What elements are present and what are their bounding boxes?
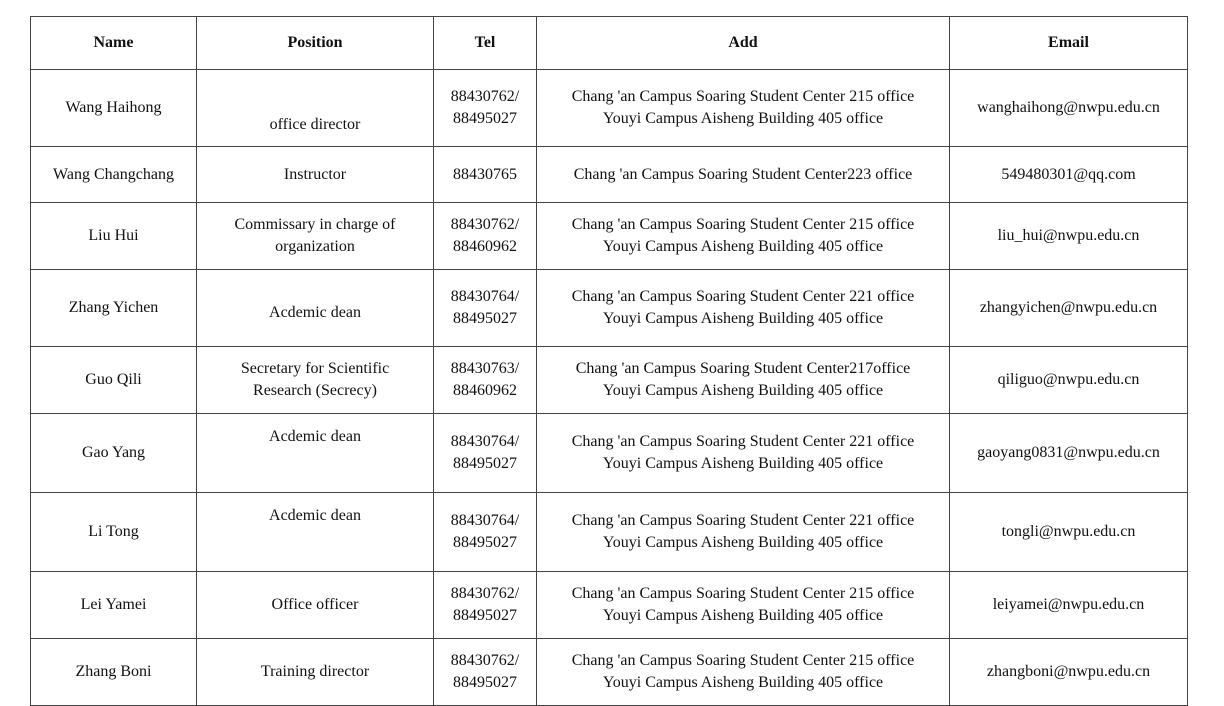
cell-name: Zhang Yichen xyxy=(30,269,197,347)
cell-add: Chang 'an Campus Soaring Student Center … xyxy=(536,571,950,639)
cell-name: Li Tong xyxy=(30,492,197,572)
cell-email: qiliguo@nwpu.edu.cn xyxy=(949,346,1188,414)
cell-email: 549480301@qq.com xyxy=(949,146,1188,203)
cell-position: Commissary in charge of organization xyxy=(196,202,434,270)
table-row: Li Tong Acdemic dean 88430764/ 88495027 Cha… xyxy=(30,492,1188,572)
cell-tel: 88430764/ 88495027 xyxy=(433,269,537,347)
cell-name: Zhang Boni xyxy=(30,638,197,706)
header-name: Name xyxy=(30,16,197,70)
table-row: Wang Haihong office director 88430762/ 884… xyxy=(30,69,1188,147)
cell-tel: 88430762/ 88495027 xyxy=(433,638,537,706)
cell-add: Chang 'an Campus Soaring Student Center … xyxy=(536,269,950,347)
cell-name: Guo Qili xyxy=(30,346,197,414)
table-row: Zhang Boni Training director 88430762/ 884… xyxy=(30,638,1188,706)
cell-position: Acdemic dean xyxy=(196,269,434,347)
table-row: Liu Hui Commissary in charge of organizat… xyxy=(30,202,1188,270)
cell-tel: 88430762/ 88460962 xyxy=(433,202,537,270)
cell-add: Chang 'an Campus Soaring Student Center2… xyxy=(536,346,950,414)
cell-tel: 88430762/ 88495027 xyxy=(433,571,537,639)
cell-add: Chang 'an Campus Soaring Student Center … xyxy=(536,202,950,270)
cell-email: gaoyang0831@nwpu.edu.cn xyxy=(949,413,1188,493)
table-row: Wang Changchang Instructor 88430765 Chang '… xyxy=(30,146,1188,203)
header-row: Name Position Tel Add Email xyxy=(30,16,1188,70)
cell-name: Wang Haihong xyxy=(30,69,197,147)
header-email: Email xyxy=(949,16,1188,70)
cell-name: Gao Yang xyxy=(30,413,197,493)
cell-position: Acdemic dean xyxy=(196,492,434,572)
cell-tel: 88430762/ 88495027 xyxy=(433,69,537,147)
cell-email: zhangboni@nwpu.edu.cn xyxy=(949,638,1188,706)
table-row: Guo Qili Secretary for Scientific Researc… xyxy=(30,346,1188,414)
table-row: Zhang Yichen Acdemic dean 88430764/ 884950… xyxy=(30,269,1188,347)
cell-email: zhangyichen@nwpu.edu.cn xyxy=(949,269,1188,347)
cell-add: Chang 'an Campus Soaring Student Center … xyxy=(536,413,950,493)
cell-tel: 88430763/ 88460962 xyxy=(433,346,537,414)
header-tel: Tel xyxy=(433,16,537,70)
cell-email: wanghaihong@nwpu.edu.cn xyxy=(949,69,1188,147)
cell-name: Liu Hui xyxy=(30,202,197,270)
cell-position: Instructor xyxy=(196,146,434,203)
table-row: Gao Yang Acdemic dean 88430764/ 88495027 Ch… xyxy=(30,413,1188,493)
cell-add: Chang 'an Campus Soaring Student Center … xyxy=(536,69,950,147)
cell-position: Secretary for Scientific Research (Secre… xyxy=(196,346,434,414)
cell-tel: 88430765 xyxy=(433,146,537,203)
cell-position: office director xyxy=(196,69,434,147)
header-position: Position xyxy=(196,16,434,70)
cell-tel: 88430764/ 88495027 xyxy=(433,413,537,493)
cell-position: Acdemic dean xyxy=(196,413,434,493)
cell-add: Chang 'an Campus Soaring Student Center … xyxy=(536,638,950,706)
contact-table: Name Position Tel Add Email Wang Haihong… xyxy=(30,16,1188,706)
cell-add: Chang 'an Campus Soaring Student Center … xyxy=(536,492,950,572)
cell-name: Lei Yamei xyxy=(30,571,197,639)
cell-name: Wang Changchang xyxy=(30,146,197,203)
table-row: Lei Yamei Office officer 88430762/ 8849502… xyxy=(30,571,1188,639)
cell-email: leiyamei@nwpu.edu.cn xyxy=(949,571,1188,639)
cell-position: Training director xyxy=(196,638,434,706)
table-body: Wang Haihong office director 88430762/ 884… xyxy=(30,69,1188,706)
header-add: Add xyxy=(536,16,950,70)
cell-email: liu_hui@nwpu.edu.cn xyxy=(949,202,1188,270)
cell-position: Office officer xyxy=(196,571,434,639)
cell-add: Chang 'an Campus Soaring Student Center2… xyxy=(536,146,950,203)
cell-tel: 88430764/ 88495027 xyxy=(433,492,537,572)
cell-email: tongli@nwpu.edu.cn xyxy=(949,492,1188,572)
